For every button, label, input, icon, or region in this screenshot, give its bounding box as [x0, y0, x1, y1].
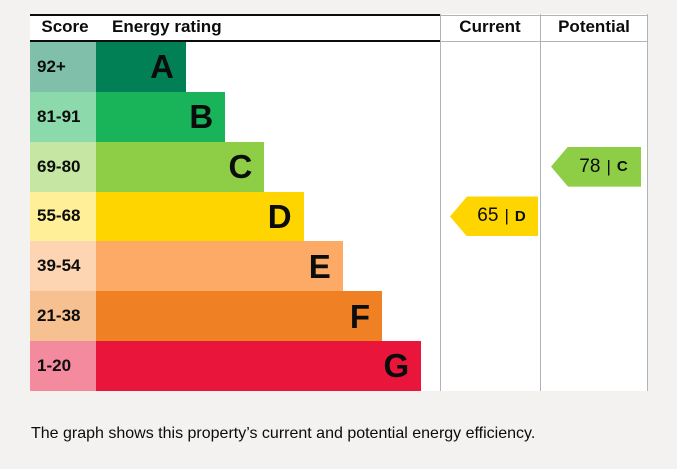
potential-separator: |: [606, 156, 611, 176]
band-bar-g: G: [96, 341, 422, 391]
band-row-g: 1-20 G: [30, 341, 648, 391]
chart-top-border: [30, 14, 440, 16]
current-header: Current: [459, 17, 521, 36]
potential-header: Potential: [558, 17, 630, 36]
potential-value: 78: [579, 155, 601, 177]
band-row-e: 39-54 E: [30, 241, 648, 292]
band-letter: B: [189, 98, 214, 136]
current-value: 65: [477, 205, 499, 227]
band-bar-f: F: [96, 291, 382, 342]
band-letter: E: [308, 247, 331, 285]
band-row-f: 21-38 F: [30, 291, 648, 342]
band-bar-e: E: [96, 241, 343, 292]
header-divider-right: [440, 41, 648, 42]
band-letter: F: [349, 297, 370, 335]
energy-rating-header: Energy rating: [112, 17, 222, 36]
band-letter: A: [150, 48, 174, 86]
header-divider: [30, 40, 440, 42]
band-rows: 92+ A 81-91 B 69-80 C 55-68 D 39-54 E 21-38 F 1-20 G: [30, 42, 648, 391]
chart-caption: The graph shows this property’s current …: [31, 425, 536, 442]
band-row-a: 92+ A: [30, 42, 648, 92]
epc-rating-chart: Score Energy rating Current Potential 92…: [30, 14, 648, 391]
band-letter: C: [228, 148, 253, 186]
chart-top-border-right: [440, 15, 648, 16]
potential-column-divider: [540, 14, 541, 391]
band-score-range: 1-20: [30, 341, 96, 391]
band-score-range: 39-54: [30, 241, 96, 292]
chart-right-border: [647, 14, 648, 391]
band-bar-c: C: [96, 141, 265, 192]
band-score-range: 69-80: [30, 141, 96, 192]
band-row-b: 81-91 B: [30, 91, 648, 142]
current-band-letter: D: [514, 207, 526, 225]
band-row-c: 69-80 C: [30, 141, 648, 192]
score-header: Score: [41, 17, 89, 36]
band-bar-a: A: [96, 42, 186, 92]
band-bar-d: D: [96, 191, 304, 242]
band-letter: D: [267, 197, 292, 235]
current-separator: |: [504, 206, 509, 226]
band-score-range: 92+: [30, 42, 96, 92]
band-row-d: 55-68 D: [30, 191, 648, 242]
band-bar-b: B: [96, 91, 226, 142]
band-score-range: 55-68: [30, 191, 96, 242]
band-score-range: 21-38: [30, 291, 96, 342]
current-rating-arrow: 65 | D: [450, 196, 538, 237]
band-score-range: 81-91: [30, 91, 96, 142]
band-letter: G: [383, 347, 410, 385]
current-column-divider: [440, 14, 441, 391]
potential-band-letter: C: [616, 158, 628, 176]
potential-rating-arrow: 78 | C: [551, 146, 641, 187]
